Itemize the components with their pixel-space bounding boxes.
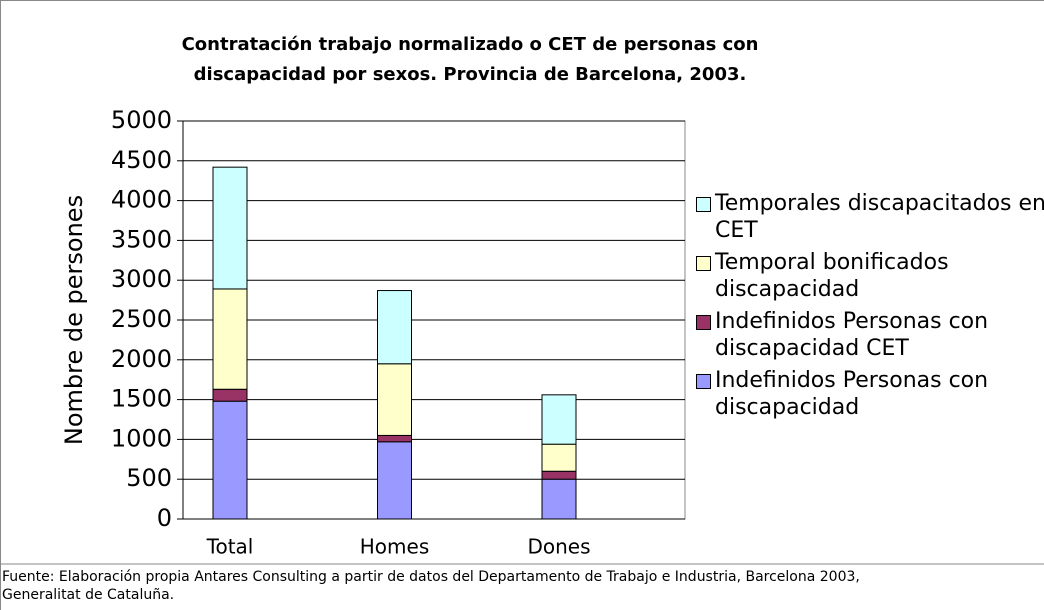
legend-swatch <box>696 197 711 212</box>
x-tick-label: Dones <box>527 535 590 559</box>
y-tick-label: 1000 <box>111 424 172 452</box>
legend: Temporales discapacitados en CET Temporal… <box>696 190 1044 426</box>
bar-segment <box>377 290 412 365</box>
bar-segment <box>541 470 577 480</box>
bar-segment <box>377 363 412 436</box>
bar-segment <box>212 288 248 390</box>
y-tick-label: 2500 <box>111 305 172 333</box>
bar-segment <box>212 166 248 290</box>
bar-segment <box>212 388 248 402</box>
y-tick-label: 500 <box>126 464 172 492</box>
y-tick-label: 4000 <box>111 186 172 214</box>
y-tick-label: 2000 <box>111 345 172 373</box>
x-tick-label: Homes <box>360 535 429 559</box>
x-tick-label: Total <box>206 535 254 559</box>
legend-item: Temporal bonificados discapacidad <box>696 249 1044 303</box>
legend-item: Indefinidos Personas con discapacidad <box>696 367 1044 421</box>
legend-label: Temporal bonificados discapacidad <box>715 250 949 302</box>
bar-segment <box>541 394 577 445</box>
bar-segment <box>541 478 577 520</box>
legend-label: Temporales discapacitados en CET <box>715 191 1044 243</box>
legend-swatch <box>696 256 711 271</box>
bar-segment <box>377 434 412 443</box>
y-tick-label: 3000 <box>111 265 172 293</box>
y-axis-label: Nombre de persones <box>60 195 88 445</box>
y-tick-label: 1500 <box>111 385 172 413</box>
bar-segment <box>377 441 412 520</box>
legend-label: Indefinidos Personas con discapacidad <box>715 368 989 420</box>
y-tick-label: 4500 <box>111 146 172 174</box>
y-tick-label: 5000 <box>111 106 172 134</box>
legend-label: Indefinidos Personas con discapacidad CE… <box>715 309 989 361</box>
legend-swatch <box>696 374 711 389</box>
bar-segment <box>212 400 248 520</box>
bar-segment <box>541 443 577 472</box>
legend-item: Temporales discapacitados en CET <box>696 190 1044 244</box>
y-tick-label: 0 <box>157 504 172 532</box>
chart-title: Contratación trabajo normalizado o CET d… <box>181 34 759 85</box>
source-note: Fuente: Elaboración propia Antares Consu… <box>2 569 860 603</box>
y-tick-label: 3500 <box>111 225 172 253</box>
legend-swatch <box>696 315 711 330</box>
legend-item: Indefinidos Personas con discapacidad CE… <box>696 308 1044 362</box>
